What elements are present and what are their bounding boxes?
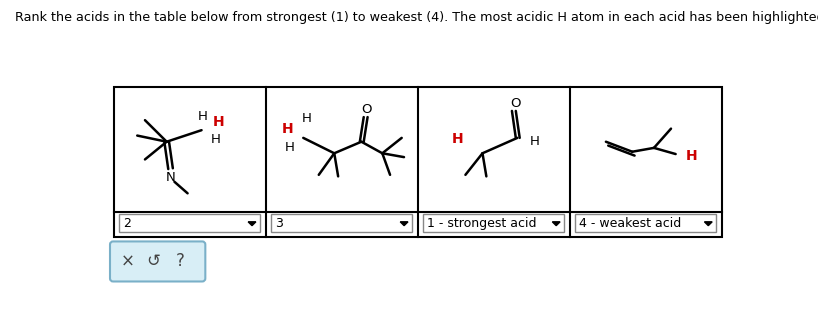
Bar	[114, 87, 722, 237]
Text: 2: 2	[124, 217, 131, 230]
FancyBboxPatch shape	[110, 241, 205, 281]
Text: ×: ×	[121, 252, 135, 271]
Text: H: H	[529, 135, 539, 148]
Bar	[575, 214, 716, 232]
Text: H: H	[213, 115, 224, 129]
Bar	[119, 214, 260, 232]
Polygon shape	[400, 222, 408, 226]
Text: H: H	[685, 149, 697, 162]
Text: Rank the acids in the table below from strongest (1) to weakest (4). The most ac: Rank the acids in the table below from s…	[15, 11, 818, 24]
Bar	[423, 214, 564, 232]
Text: H: H	[302, 112, 312, 125]
Text: 4 - weakest acid: 4 - weakest acid	[579, 217, 681, 230]
Text: H: H	[282, 122, 294, 136]
Text: N: N	[166, 171, 175, 184]
Text: H: H	[198, 110, 208, 123]
Text: O: O	[510, 97, 520, 110]
Bar	[271, 214, 411, 232]
Text: ↺: ↺	[146, 252, 160, 271]
Polygon shape	[552, 222, 560, 226]
Text: H: H	[452, 132, 464, 146]
Polygon shape	[248, 222, 256, 226]
Text: ?: ?	[175, 252, 184, 271]
Text: H: H	[285, 141, 294, 154]
Polygon shape	[704, 222, 712, 226]
Text: H: H	[210, 133, 220, 146]
Text: 1 - strongest acid: 1 - strongest acid	[427, 217, 537, 230]
Text: O: O	[362, 103, 372, 116]
Text: 3: 3	[276, 217, 283, 230]
